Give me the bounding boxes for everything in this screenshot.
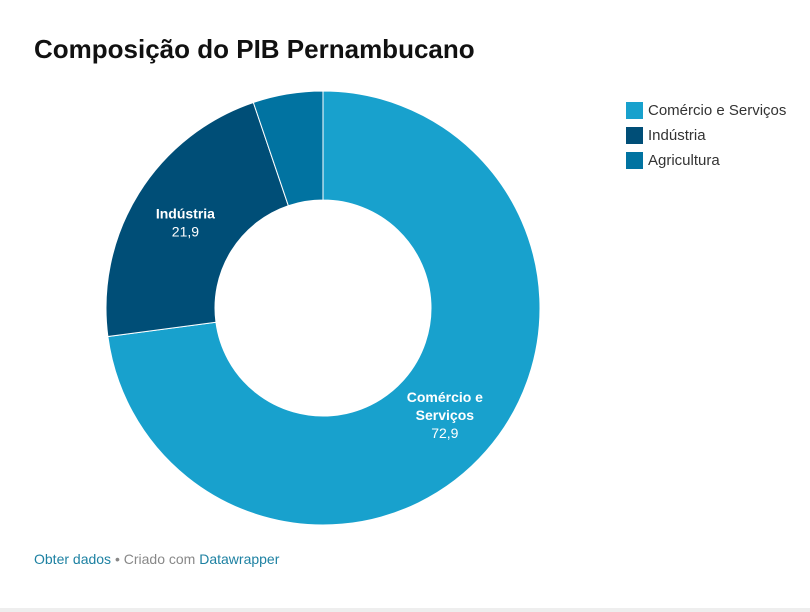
slice-label: Comércio e	[407, 389, 483, 405]
legend-label: Indústria	[648, 127, 706, 144]
legend-swatch	[626, 127, 643, 144]
legend: Comércio e Serviços Indústria Agricultur…	[626, 98, 786, 173]
legend-swatch	[626, 152, 643, 169]
data-label: 72,9	[431, 425, 458, 441]
slice-label: Serviços	[416, 407, 475, 423]
slice-agricultura	[252, 90, 324, 207]
legend-item: Indústria	[626, 123, 786, 148]
legend-item: Comércio e Serviços	[626, 98, 786, 123]
legend-item: Agricultura	[626, 148, 786, 173]
legend-label: Comércio e Serviços	[648, 102, 787, 119]
data-label: 21,9	[172, 223, 199, 239]
legend-label: Agricultura	[648, 152, 720, 169]
datawrapper-link[interactable]: Datawrapper	[199, 551, 280, 567]
legend-swatch	[626, 102, 643, 119]
footer-text: • Criado com	[111, 551, 200, 567]
get-data-link[interactable]: Obter dados	[34, 551, 112, 567]
bottom-divider	[0, 608, 810, 612]
slice-comercio-e-servicos	[107, 90, 541, 526]
slice-label: Indústria	[156, 205, 215, 221]
slice-industria	[105, 101, 289, 338]
chart-title: Composição do PIB Pernambucano	[34, 34, 475, 64]
footer: Obter dados • Criado com Datawrapper	[34, 551, 279, 567]
